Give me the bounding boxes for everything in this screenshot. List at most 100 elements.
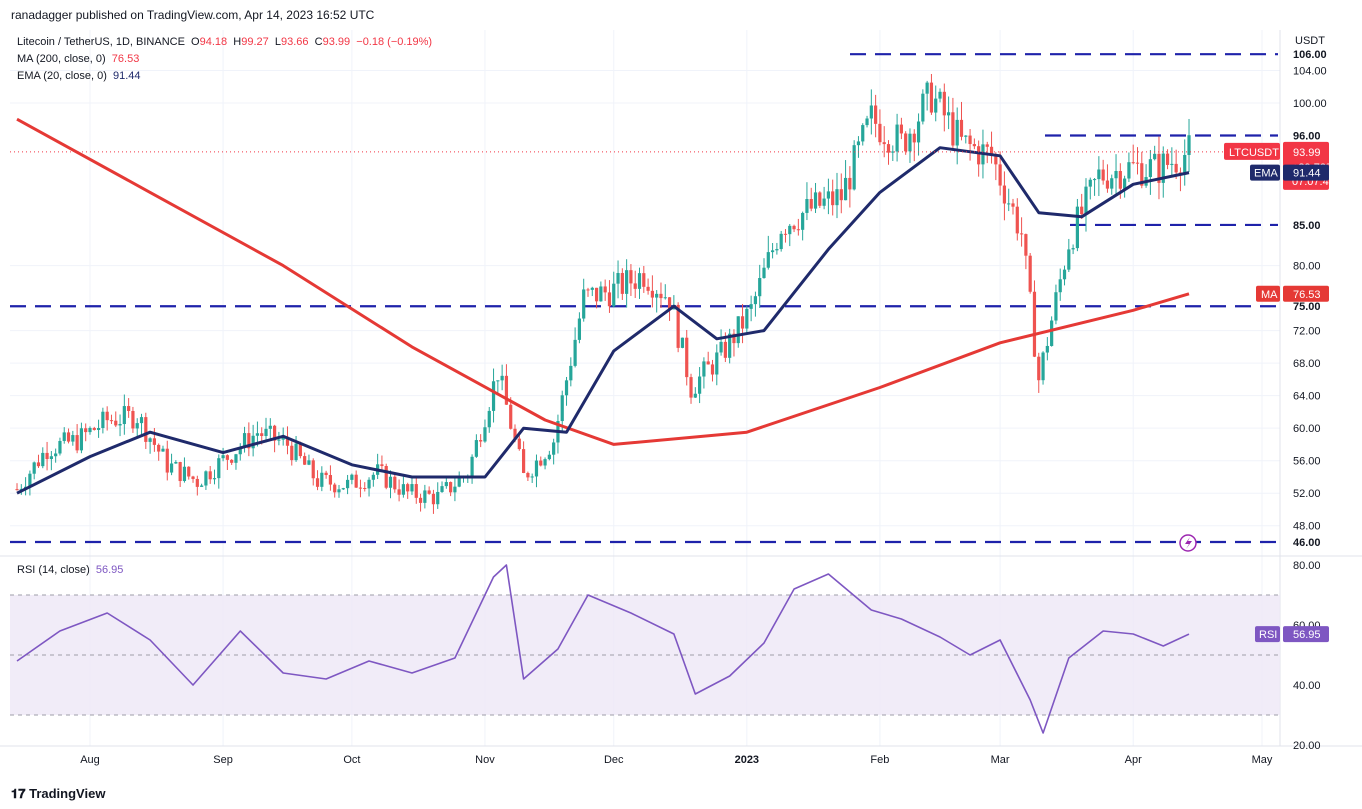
- candle-body: [49, 456, 53, 460]
- rsi-legend[interactable]: RSI (14, close) 56.95: [17, 564, 123, 576]
- candle-body: [766, 252, 770, 268]
- time-tick-label: Sep: [213, 754, 233, 766]
- candle-body: [929, 82, 934, 113]
- candle-body: [204, 471, 208, 486]
- candle-body: [1075, 206, 1079, 249]
- candle-body: [667, 297, 672, 310]
- candle-body: [345, 479, 350, 489]
- candle-body: [187, 466, 191, 477]
- publisher-text: ranadagger published on TradingView.com,…: [11, 8, 375, 22]
- ema-legend-value: 91.44: [113, 70, 141, 82]
- candle-body: [852, 145, 856, 190]
- price-tick-label: 48.00: [1293, 521, 1321, 533]
- candle-body: [101, 411, 105, 429]
- candle-body: [530, 476, 534, 478]
- candle-body: [521, 449, 526, 473]
- ema-tag-bg: [1250, 164, 1280, 181]
- candle-body: [311, 460, 315, 479]
- candle-body: [54, 453, 58, 457]
- candle-body: [1114, 171, 1118, 179]
- candle-body: [925, 82, 929, 94]
- candle-body: [84, 428, 88, 433]
- candle-body: [1015, 206, 1019, 234]
- candle-body: [174, 462, 178, 464]
- time-tick-label: Aug: [80, 754, 100, 766]
- candle-body: [736, 316, 740, 344]
- candle-body: [273, 425, 277, 441]
- candle-body: [367, 479, 371, 489]
- candle-body: [169, 463, 174, 473]
- candle-body: [637, 273, 642, 289]
- candle-body: [813, 192, 818, 209]
- candle-body: [831, 191, 835, 206]
- candle-body: [633, 283, 637, 289]
- candle-body: [989, 146, 994, 156]
- candle-body: [28, 473, 32, 487]
- open-label: O: [191, 36, 200, 48]
- candle-body: [1157, 153, 1161, 183]
- candle-body: [114, 420, 118, 426]
- candle-body: [221, 455, 225, 459]
- candle-body: [440, 486, 444, 492]
- candle-body: [959, 119, 964, 137]
- ma-legend-row[interactable]: MA (200, close, 0) 76.53: [17, 51, 432, 68]
- ma-tag-label: MA: [1261, 289, 1278, 301]
- candle-body: [144, 417, 148, 442]
- candle-body: [333, 484, 337, 493]
- level-tag-bg: [1283, 216, 1329, 233]
- candle-body: [783, 233, 788, 235]
- candle-body: [779, 233, 783, 250]
- ma-value-bg: [1283, 285, 1329, 302]
- candle-body: [1097, 169, 1101, 180]
- candle-body: [118, 424, 122, 426]
- candle-body: [1080, 206, 1084, 215]
- candle-body: [968, 135, 972, 145]
- price-tick-label: 60.00: [1293, 423, 1321, 435]
- candle-body: [564, 380, 569, 396]
- candle-body: [509, 404, 513, 429]
- candle-body: [706, 361, 710, 365]
- level-tag-bg: [1283, 298, 1329, 315]
- level-tag-label: 46.00: [1293, 537, 1321, 549]
- candle-body: [431, 493, 436, 505]
- candle-body: [358, 487, 363, 489]
- rsi-tag-value: 56.95: [1293, 629, 1321, 641]
- candle-body: [620, 273, 624, 294]
- candle-body: [315, 478, 320, 487]
- rsi-legend-label: RSI (14, close): [17, 564, 90, 576]
- candle-body: [1135, 162, 1140, 164]
- candle-body: [191, 476, 195, 479]
- candle-body: [612, 283, 616, 307]
- time-tick-label: Oct: [343, 754, 360, 766]
- candle-body: [964, 135, 968, 137]
- candle-body: [251, 435, 255, 449]
- candle-body: [680, 337, 685, 348]
- candle-body: [1174, 163, 1178, 173]
- candle-body: [200, 485, 204, 487]
- candle-body: [586, 289, 590, 291]
- candle-body: [526, 472, 530, 478]
- candle-body: [659, 293, 663, 299]
- rsi-tick-label: 20.00: [1293, 740, 1321, 752]
- lightning-icon[interactable]: [1179, 534, 1197, 552]
- candle-body: [822, 198, 826, 206]
- candle-body: [775, 249, 779, 251]
- close-label: C: [314, 36, 323, 48]
- candle-body: [676, 304, 680, 348]
- ema-legend-row[interactable]: EMA (20, close, 0) 91.44: [17, 68, 432, 85]
- ma-200-line: [16, 117, 1190, 446]
- symbol-title[interactable]: Litecoin / TetherUS, 1D, BINANCE: [17, 36, 185, 48]
- candle-body: [835, 189, 839, 206]
- level-tag-label: 96.00: [1293, 131, 1321, 143]
- candle-body: [96, 428, 101, 430]
- candle-body: [788, 225, 792, 235]
- candle-body: [75, 435, 79, 451]
- candle-body: [1088, 179, 1092, 187]
- candle-body: [818, 192, 822, 206]
- price-legend: Litecoin / TetherUS, 1D, BINANCE O94.18 …: [17, 34, 432, 85]
- candle-body: [972, 144, 976, 147]
- candle-body: [1037, 356, 1041, 381]
- candle-body: [801, 212, 805, 230]
- tradingview-logo[interactable]: 𝟏𝟕 TradingView: [11, 786, 105, 802]
